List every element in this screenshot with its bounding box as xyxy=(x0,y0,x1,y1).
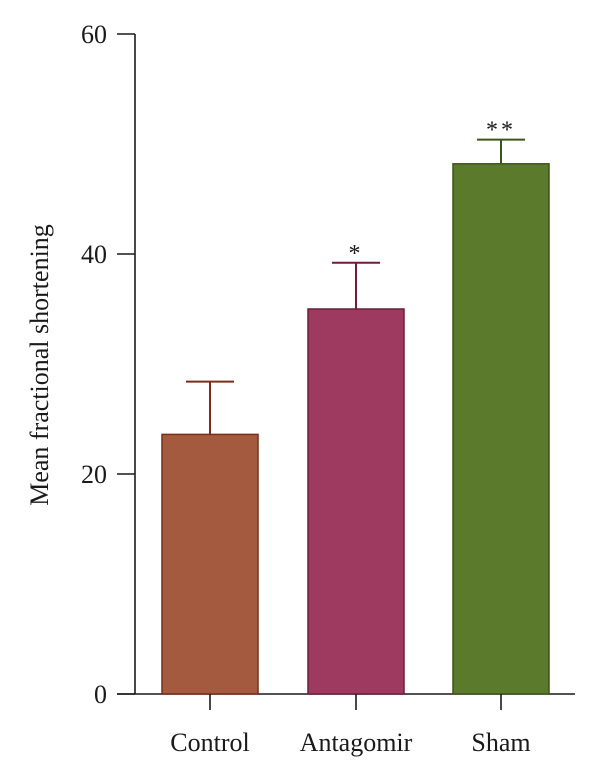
bar-control xyxy=(161,433,259,695)
x-axis-tick-labels: Control Antagomir Sham xyxy=(170,694,531,757)
y-tick-label: 0 xyxy=(94,680,107,709)
bars: *** xyxy=(161,118,550,695)
y-axis-label: Mean fractional shortening xyxy=(25,224,54,506)
y-tick-label: 60 xyxy=(81,20,107,49)
x-tick-label: Antagomir xyxy=(300,728,413,757)
y-tick-label: 40 xyxy=(81,240,107,269)
significance-annotation: * xyxy=(349,241,364,267)
y-tick-label: 20 xyxy=(81,460,107,489)
x-tick-label: Sham xyxy=(471,728,530,757)
x-tick-label: Control xyxy=(170,728,249,757)
significance-annotation: ** xyxy=(486,118,516,144)
bar-sham xyxy=(452,163,550,695)
bar-antagomir xyxy=(307,308,405,695)
y-axis-ticks: 0 20 40 60 xyxy=(81,20,135,709)
